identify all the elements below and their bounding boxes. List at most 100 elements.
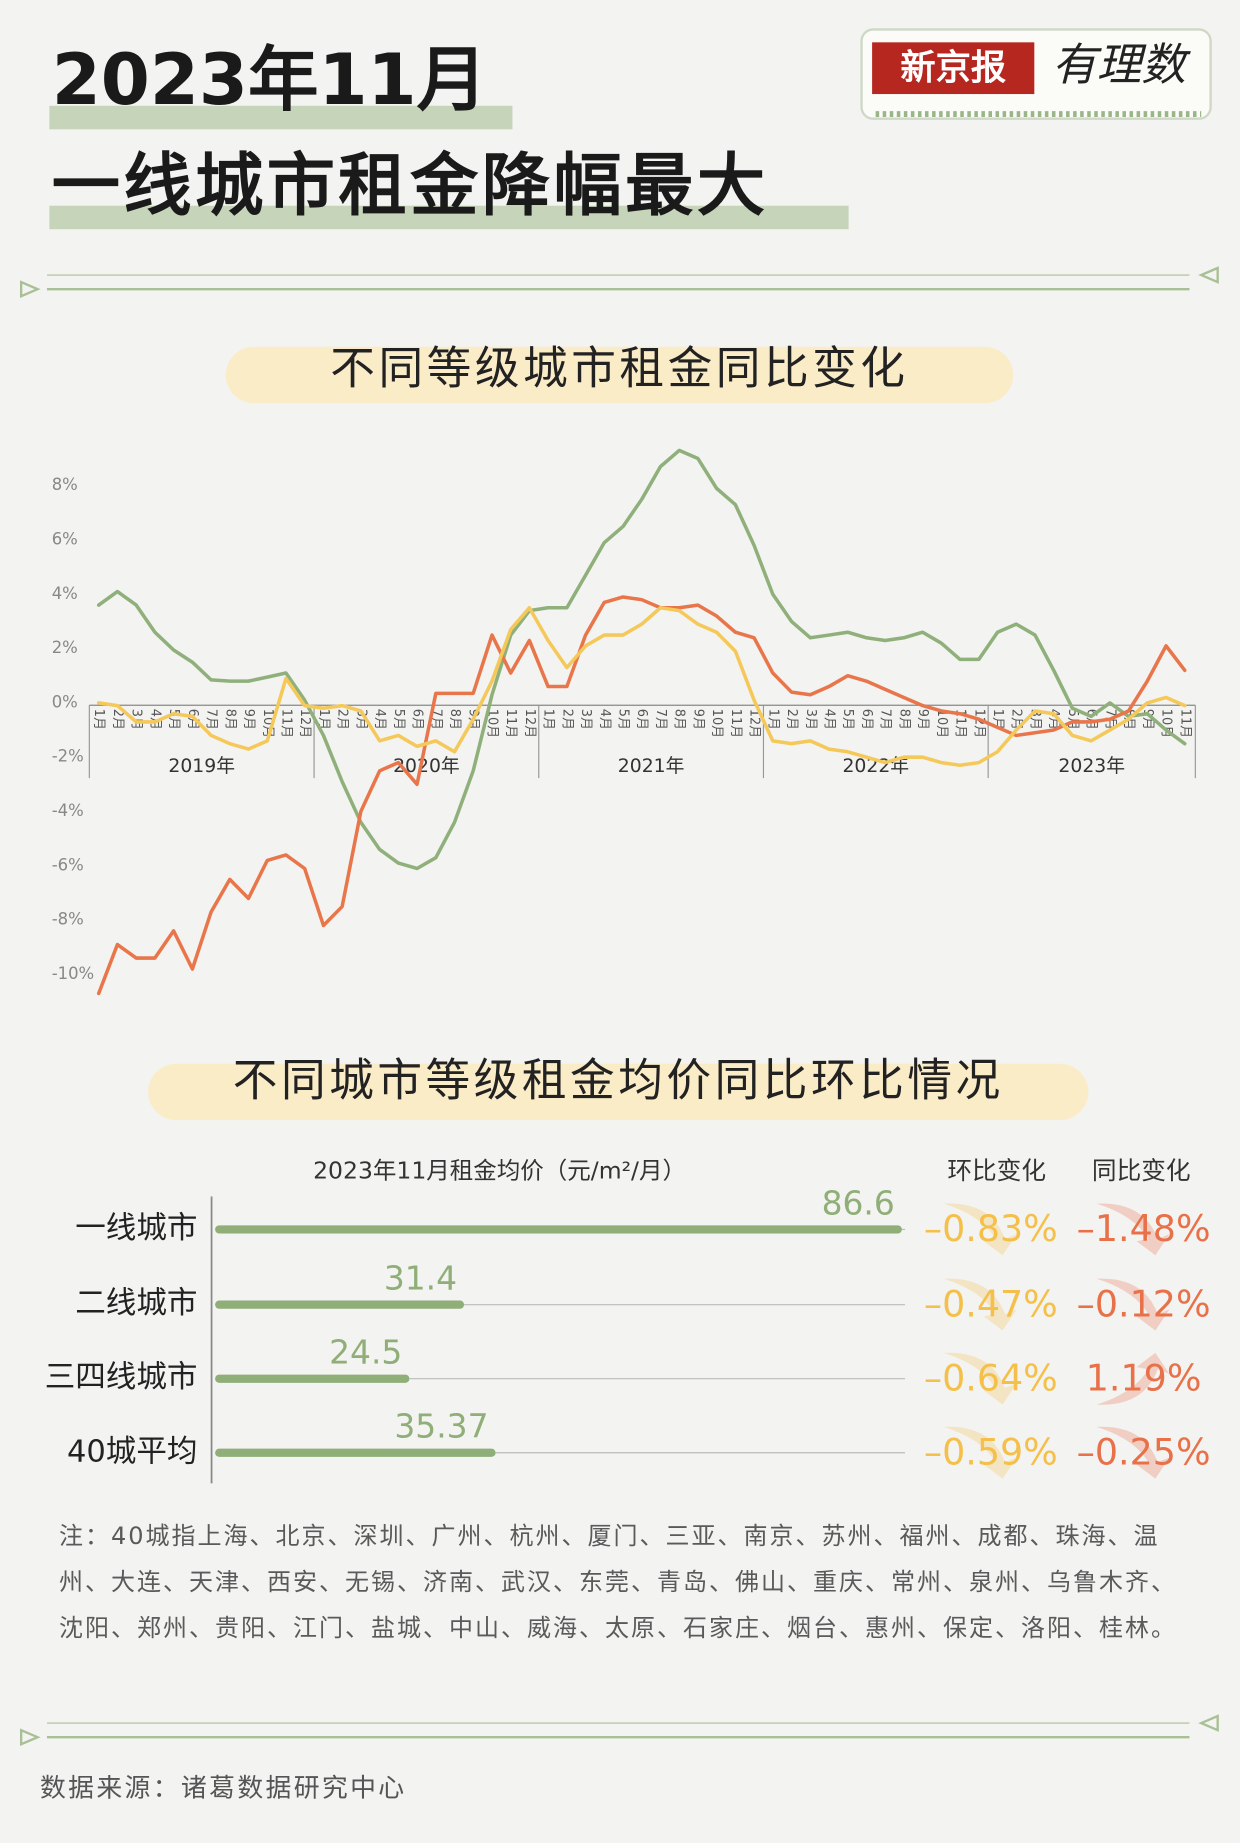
x-tick-label: 4月 bbox=[597, 709, 612, 730]
x-tick-label: 5月 bbox=[166, 709, 181, 730]
x-axis-title: 2023年11月租金均价（元/m²/月） bbox=[313, 1156, 686, 1184]
bar-value-label: 86.6 bbox=[822, 1183, 895, 1222]
bar bbox=[215, 1225, 902, 1234]
change-label: –0.12% bbox=[1077, 1282, 1211, 1325]
change-label: –0.83% bbox=[924, 1207, 1058, 1250]
category-label: 40城平均 bbox=[67, 1434, 198, 1469]
x-tick-label: 1月 bbox=[91, 709, 106, 730]
x-tick-label: 6月 bbox=[634, 709, 649, 730]
x-tick-label: 11月 bbox=[278, 709, 293, 738]
x-group-label: 2020年 bbox=[393, 755, 460, 777]
y-tick-label: -8% bbox=[52, 910, 84, 929]
change-label: 1.19% bbox=[1086, 1356, 1202, 1399]
y-tick-label: 6% bbox=[52, 529, 78, 548]
chart-title: 不同等级城市租金同比变化 bbox=[330, 342, 908, 394]
title: 2023年11月 bbox=[52, 39, 487, 121]
change-arrow bbox=[1096, 1278, 1170, 1331]
x-tick-label: 3月 bbox=[578, 709, 593, 730]
change-arrow bbox=[943, 1203, 1017, 1256]
column-header: 同比变化 bbox=[1092, 1156, 1191, 1185]
change-arrow bbox=[1096, 1352, 1170, 1405]
x-tick-label: 3月 bbox=[803, 709, 818, 730]
x-tick-label: 8月 bbox=[672, 709, 687, 730]
title: 一线城市租金降幅最大 bbox=[52, 147, 769, 226]
category-label: 一线城市 bbox=[75, 1211, 197, 1246]
x-tick-label: 9月 bbox=[915, 709, 930, 730]
x-group-label: 2019年 bbox=[168, 755, 235, 777]
x-tick-label: 6月 bbox=[185, 709, 200, 730]
logo-box bbox=[872, 42, 1035, 95]
change-arrow bbox=[943, 1278, 1017, 1331]
divider bbox=[19, 1714, 1219, 1747]
bar-value-label: 24.5 bbox=[329, 1333, 402, 1372]
x-tick-label: 9月 bbox=[241, 709, 256, 730]
bar bbox=[215, 1448, 496, 1457]
x-tick-label: 2月 bbox=[335, 709, 350, 730]
y-tick-label: 4% bbox=[52, 584, 78, 603]
x-tick-label: 2月 bbox=[110, 709, 125, 730]
x-tick-label: 5月 bbox=[616, 709, 631, 730]
change-arrow bbox=[943, 1426, 1017, 1479]
x-tick-label: 2月 bbox=[784, 709, 799, 730]
x-tick-label: 6月 bbox=[859, 709, 874, 730]
y-tick-label: -2% bbox=[52, 747, 84, 766]
x-tick-label: 12月 bbox=[522, 709, 537, 738]
note: 注：40城指上海、北京、深圳、广州、杭州、厦门、三亚、南京、苏州、福州、成都、珠… bbox=[59, 1522, 1177, 1642]
change-arrow bbox=[1096, 1203, 1170, 1256]
x-tick-label: 5月 bbox=[391, 709, 406, 730]
x-tick-label: 7月 bbox=[653, 709, 668, 730]
x-tick-label: 12月 bbox=[297, 709, 312, 738]
y-tick-label: 0% bbox=[52, 692, 78, 711]
divider bbox=[19, 266, 1219, 298]
x-tick-label: 8月 bbox=[896, 709, 911, 730]
change-label: –1.48% bbox=[1077, 1207, 1211, 1250]
y-tick-label: -4% bbox=[52, 801, 84, 820]
title-highlight bbox=[49, 205, 849, 230]
column-header: 环比变化 bbox=[947, 1156, 1046, 1185]
x-tick-label: 12月 bbox=[747, 709, 762, 738]
x-group-label: 2021年 bbox=[618, 755, 685, 777]
x-tick-label: 12月 bbox=[971, 709, 986, 738]
change-label: –0.59% bbox=[924, 1430, 1058, 1473]
x-tick-label: 7月 bbox=[204, 709, 219, 730]
bar bbox=[215, 1300, 465, 1309]
x-tick-label: 1月 bbox=[541, 709, 556, 730]
category-label: 三四线城市 bbox=[45, 1360, 198, 1395]
line-series bbox=[96, 595, 1187, 996]
x-tick-label: 10月 bbox=[709, 709, 724, 738]
chart-title-pill bbox=[148, 1063, 1089, 1121]
logo: 新京报 有理数 bbox=[860, 28, 1212, 120]
x-tick-label: 8月 bbox=[222, 709, 237, 730]
x-tick-label: 4月 bbox=[821, 709, 836, 730]
y-tick-label: -6% bbox=[52, 855, 84, 874]
x-group-label: 2023年 bbox=[1058, 755, 1125, 777]
chart-title: 不同城市等级租金均价同比环比情况 bbox=[233, 1055, 1004, 1107]
change-label: –0.64% bbox=[924, 1356, 1058, 1399]
x-tick-label: 3月 bbox=[129, 709, 144, 730]
x-tick-label: 6月 bbox=[410, 709, 425, 730]
chart-title-pill bbox=[225, 346, 1014, 404]
x-tick-label: 8月 bbox=[447, 709, 462, 730]
change-arrow bbox=[943, 1352, 1017, 1405]
x-tick-label: 11月 bbox=[1177, 709, 1192, 738]
y-tick-label: -10% bbox=[52, 964, 94, 983]
y-tick-label: 8% bbox=[52, 475, 78, 494]
x-tick-label: 11月 bbox=[503, 709, 518, 738]
x-tick-label: 11月 bbox=[728, 709, 743, 738]
change-label: –0.47% bbox=[924, 1282, 1058, 1325]
source: 数据来源：诸葛数据研究中心 bbox=[40, 1773, 407, 1803]
line-series bbox=[96, 606, 1187, 768]
y-tick-label: 2% bbox=[52, 638, 78, 657]
line-series bbox=[96, 448, 1187, 871]
bar-value-label: 31.4 bbox=[384, 1258, 457, 1297]
x-tick-label: 4月 bbox=[372, 709, 387, 730]
x-tick-label: 5月 bbox=[840, 709, 855, 730]
change-arrow bbox=[1096, 1426, 1170, 1479]
x-tick-label: 9月 bbox=[690, 709, 705, 730]
logo-column: 有理数 bbox=[1052, 39, 1191, 91]
category-label: 二线城市 bbox=[75, 1286, 197, 1321]
logo-brand: 新京报 bbox=[900, 47, 1006, 88]
title-highlight bbox=[49, 105, 513, 130]
